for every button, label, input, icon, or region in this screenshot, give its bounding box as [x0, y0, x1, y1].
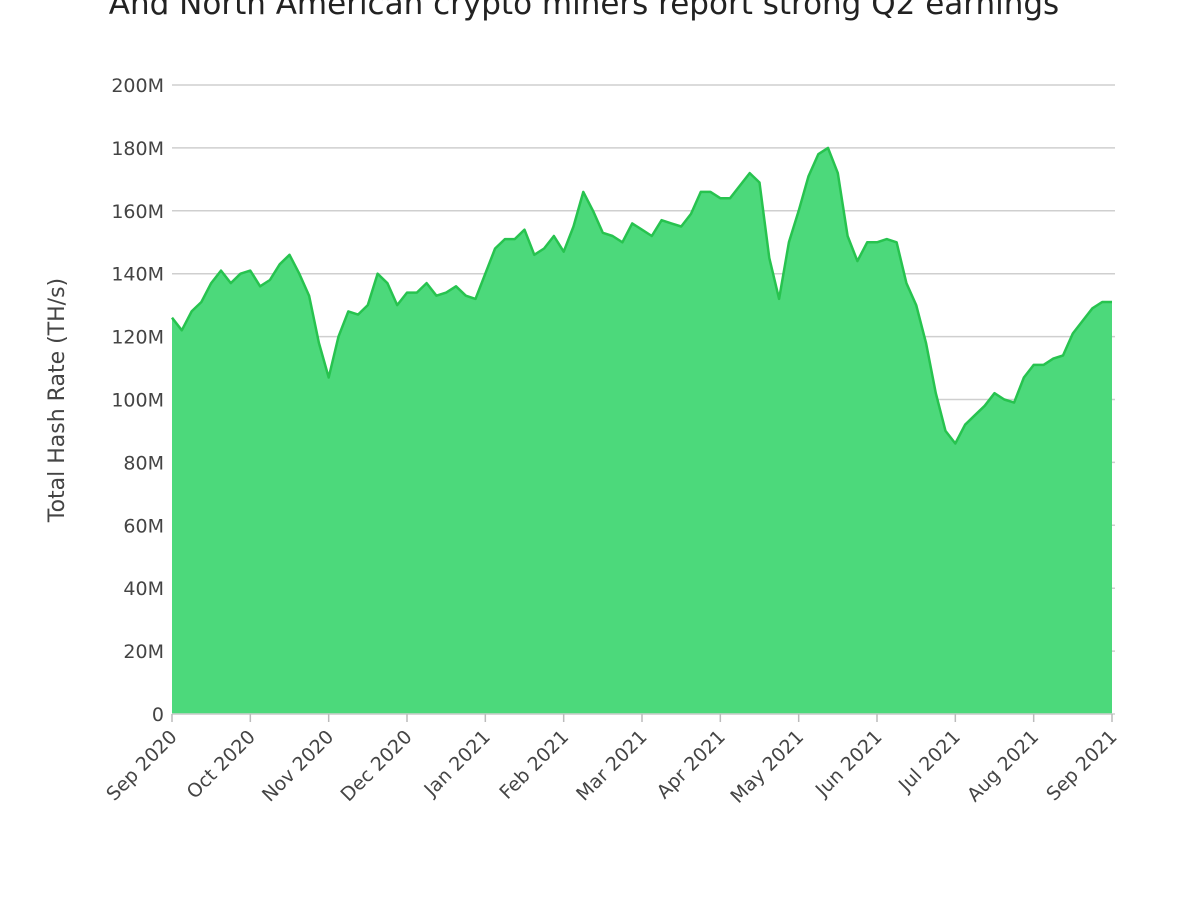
x-tick-label: Feb 2021 [495, 726, 573, 804]
chart-title: And North American crypto miners report … [109, 0, 1059, 22]
y-tick-label: 180M [111, 138, 164, 160]
y-tick-label: 20M [123, 641, 164, 663]
y-tick-label: 160M [111, 201, 164, 223]
x-tick-label: Nov 2020 [258, 726, 338, 806]
y-tick-label: 40M [123, 578, 164, 600]
x-tick-label: Jul 2021 [894, 726, 965, 797]
x-tick-label: Jan 2021 [419, 726, 494, 801]
x-tick-label: Oct 2020 [183, 726, 260, 803]
y-tick-label: 60M [123, 515, 164, 537]
y-tick-label: 200M [111, 75, 164, 97]
y-tick-label: 80M [123, 452, 164, 474]
x-tick-label: Aug 2021 [963, 726, 1043, 806]
x-tick-label: Apr 2021 [653, 726, 730, 803]
y-tick-label: 0 [152, 704, 164, 726]
x-tick-label: May 2021 [726, 726, 808, 808]
y-tick-label: 100M [111, 390, 164, 412]
x-tick-label: Dec 2020 [337, 726, 417, 806]
x-tick-label: Mar 2021 [572, 726, 651, 805]
y-axis-label: Total Hash Rate (TH/s) [45, 278, 70, 523]
y-tick-label: 120M [111, 327, 164, 349]
line [171, 146, 1112, 445]
x-tick-label: Jun 2021 [811, 726, 887, 802]
x-tick-label: Sep 2021 [1042, 726, 1121, 805]
y-tick-label: 140M [111, 264, 164, 286]
area [172, 147, 1112, 714]
x-tick-label: Sep 2020 [102, 726, 181, 805]
